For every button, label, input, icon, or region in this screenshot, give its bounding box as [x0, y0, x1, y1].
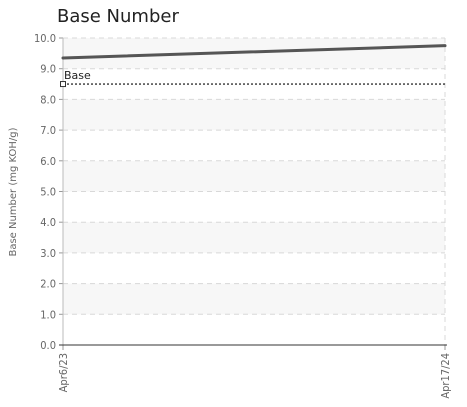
reference-lines: Base	[60, 69, 445, 88]
y-tick-label: 2.0	[40, 278, 56, 291]
y-tick-label: 3.0	[40, 247, 56, 260]
y-tick-labels: 0.0 1.0 2.0 3.0 4.0 5.0 6.0 7.0 8.0 9.0 10.0	[34, 32, 56, 352]
plot-band	[63, 283, 445, 315]
plot-band	[63, 222, 445, 253]
x-tick-label: Apr17/24	[439, 353, 452, 399]
y-axis-title: Base Number (mg KOH/g)	[8, 127, 19, 256]
reference-marker	[60, 81, 66, 88]
y-tick-label: 8.0	[40, 93, 56, 106]
axes	[59, 37, 447, 350]
reference-label: Base	[64, 69, 91, 82]
plot-band	[63, 160, 445, 192]
y-tick-label: 10.0	[34, 32, 56, 45]
y-tick-label: 4.0	[40, 216, 56, 229]
grid-lines	[62, 37, 446, 345]
x-tick-labels: Apr6/23 Apr17/24	[57, 353, 452, 399]
plot-bands	[63, 38, 445, 315]
y-tick-label: 1.0	[40, 308, 56, 321]
y-tick-label: 7.0	[40, 124, 56, 137]
x-tick-label: Apr6/23	[57, 353, 70, 392]
plot-band	[63, 38, 445, 69]
series-lines	[61, 44, 447, 60]
y-tick-label: 6.0	[40, 155, 56, 168]
chart-title: Base Number	[57, 6, 179, 27]
plot-band	[63, 99, 445, 131]
y-tick-label: 5.0	[40, 186, 56, 199]
y-tick-label: 0.0	[40, 339, 56, 352]
series-line-0	[61, 44, 447, 60]
y-tick-label: 9.0	[40, 63, 56, 76]
